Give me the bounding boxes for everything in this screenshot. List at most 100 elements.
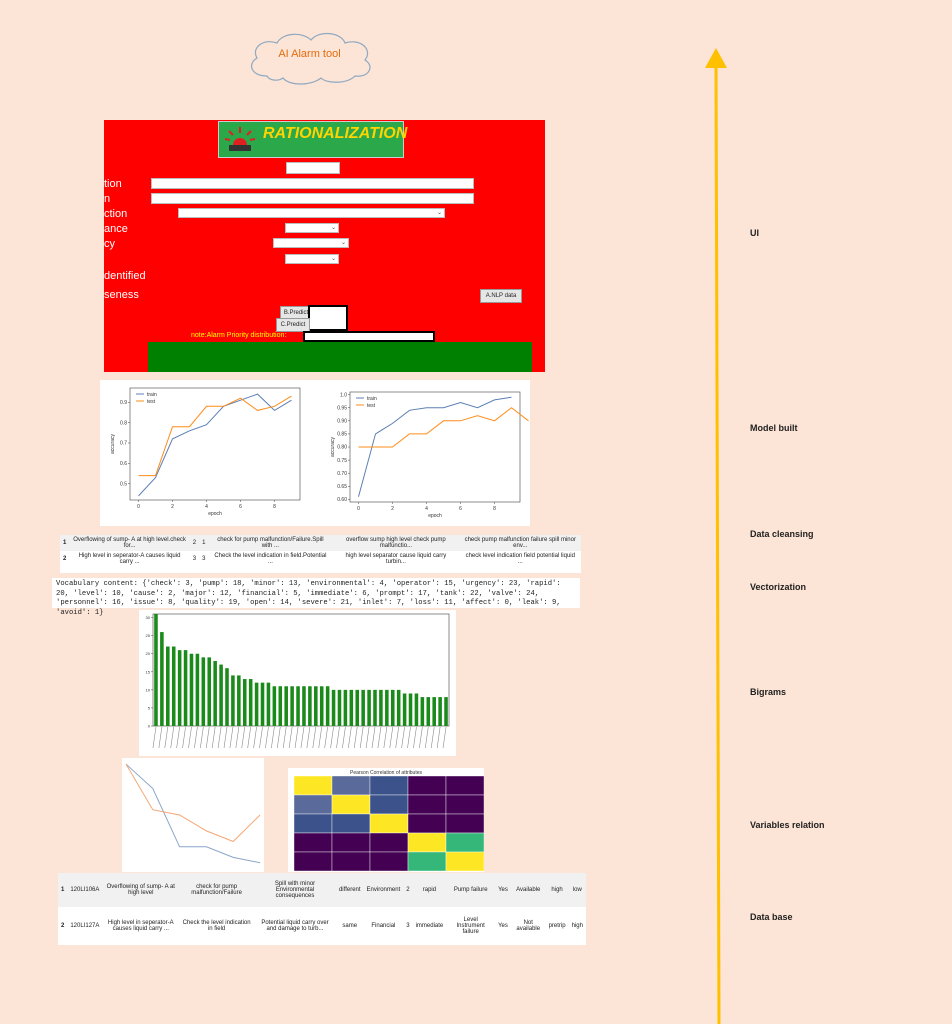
- legend-label-test: test: [367, 403, 376, 409]
- table-cell: check level indication field potential l…: [465, 553, 575, 565]
- importance-select[interactable]: ⌄: [285, 223, 339, 233]
- green-band: [148, 342, 532, 372]
- database-table: 1 120LI106A Overflowing of sump- A at high…: [58, 873, 586, 945]
- series-line-train: [138, 393, 292, 497]
- bar-tick-label: [223, 726, 228, 749]
- bar-tick-label: [353, 726, 358, 749]
- table-cell: 1: [61, 887, 65, 893]
- y-tick-label: 0.7: [120, 441, 127, 447]
- predict-c-button[interactable]: C.Predict: [276, 318, 310, 332]
- stage-data-cleansing: Data cleansing: [750, 529, 814, 539]
- heatmap-cell: [445, 851, 484, 872]
- bar: [355, 689, 360, 726]
- accuracy-chart-left: 0 2 4 6 8 0.5 0.6 0.7 0.8 0.9 epoch accuracy trainte…: [110, 387, 301, 517]
- label-6: seness: [104, 289, 139, 301]
- urgency-select[interactable]: ⌄: [273, 238, 349, 248]
- y-axis-label: accuracy: [330, 437, 336, 458]
- table-cell: 2: [61, 923, 65, 929]
- heatmap-cell: [445, 794, 484, 815]
- heatmap-cell: [407, 851, 447, 872]
- bar: [373, 689, 377, 726]
- cleansing-table-panel: 1 Overflowing of sump- A at high level.ch…: [60, 535, 581, 573]
- heatmap-cell: [293, 794, 333, 815]
- bar-tick-label: [235, 726, 240, 749]
- y-tick-label: 0.9: [120, 400, 127, 406]
- bar-tick-label: [259, 726, 263, 749]
- heatmap-cell: [331, 775, 371, 796]
- heatmap-cell: [293, 775, 333, 796]
- table-cell: check pump malfunction failure spill min…: [464, 537, 576, 549]
- bar-tick-label: [282, 726, 287, 749]
- bar: [296, 686, 300, 726]
- bar-tick-label: [336, 726, 340, 749]
- top-input[interactable]: [286, 162, 340, 174]
- third-select[interactable]: ⌄: [285, 254, 339, 264]
- bar: [414, 693, 419, 726]
- bar: [177, 650, 182, 726]
- label-3: ance: [104, 223, 128, 235]
- bar-tick-label: [211, 726, 216, 749]
- bar-tick-label: [306, 726, 311, 749]
- heatmap-cell: [293, 832, 333, 853]
- y-tick-label: 0: [148, 724, 151, 729]
- bar-tick-label: [312, 726, 317, 749]
- table-cell: High level in seperator-A causes liquid …: [78, 553, 181, 565]
- y-tick-label: 0.95: [337, 405, 347, 411]
- bar: [420, 697, 425, 726]
- table-cell: Available: [516, 887, 541, 893]
- heatmap-cell: [369, 832, 409, 853]
- x-tick-label: 2: [391, 506, 394, 512]
- legend-label-test: test: [147, 399, 156, 405]
- x-tick-label: 8: [493, 506, 496, 512]
- stage-model-built: Model built: [750, 423, 798, 433]
- table-cell: 2: [406, 887, 410, 893]
- bar-tick-label: [205, 726, 210, 749]
- bar: [260, 682, 265, 726]
- x-axis-label: epoch: [208, 511, 222, 517]
- table-cell: 3: [202, 556, 206, 562]
- table-cell: Check the level indication in field: [182, 920, 251, 932]
- nlp-data-button[interactable]: A.NLP data: [480, 289, 522, 303]
- x-tick-label: 6: [459, 506, 462, 512]
- y-tick-label: 15: [146, 669, 151, 674]
- y-tick-label: 5: [148, 705, 151, 710]
- bar-tick-label: [371, 726, 376, 749]
- bar-tick-label: [342, 726, 346, 749]
- bar: [402, 693, 407, 726]
- table-row: 2 High level in seperator-A causes liquid…: [60, 551, 581, 567]
- relation-line-0: [125, 763, 261, 864]
- cloud-shape: [250, 33, 371, 85]
- x-tick-label: 6: [239, 504, 242, 510]
- bar: [266, 682, 271, 726]
- predict-b-output: [308, 305, 348, 331]
- heatmap-cell: [331, 794, 371, 815]
- heatmap-cell: [331, 832, 371, 853]
- bar: [207, 657, 212, 726]
- bar: [171, 646, 176, 726]
- table-cell: Not available: [516, 920, 541, 932]
- bar-tick-label: [383, 726, 388, 749]
- table-cell: low: [572, 887, 582, 893]
- bar-tick-label: [330, 726, 334, 749]
- stage-bigrams: Bigrams: [750, 687, 787, 697]
- bar-tick-label: [229, 726, 234, 749]
- bar-tick-label: [348, 726, 352, 749]
- table-cell: same: [342, 923, 358, 929]
- table-cell: high: [571, 923, 583, 929]
- function-select[interactable]: ⌄: [178, 208, 445, 218]
- bar: [385, 689, 389, 726]
- heatmap-cell: [293, 851, 333, 872]
- action-input[interactable]: [151, 193, 474, 204]
- bar: [390, 689, 395, 726]
- bar-tick-label: [217, 726, 222, 749]
- bar: [278, 686, 283, 726]
- bar: [237, 675, 241, 726]
- table-cell: rapid: [422, 887, 437, 893]
- description-input[interactable]: [151, 178, 474, 189]
- table-row: 1 Overflowing of sump- A at high level.ch…: [60, 535, 581, 551]
- cloud-title: AI Alarm tool: [278, 48, 341, 60]
- bar: [284, 686, 288, 726]
- table-cell: immediate: [415, 923, 444, 929]
- heatmap-cell: [407, 794, 447, 815]
- bar-tick-label: [395, 726, 399, 749]
